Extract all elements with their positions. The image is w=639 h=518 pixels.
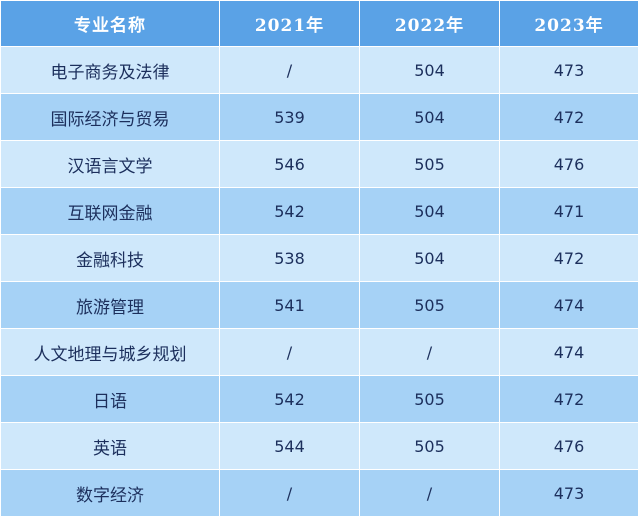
table-row: 互联网金融 542 504 471 bbox=[0, 187, 639, 235]
score-2022-cell: 505 bbox=[359, 281, 500, 329]
score-2022-cell: 504 bbox=[359, 46, 500, 94]
header-major-name: 专业名称 bbox=[0, 0, 220, 47]
score-2022-cell: 504 bbox=[359, 187, 500, 235]
table-header: 专业名称 2021年 2022年 2023年 bbox=[0, 0, 639, 47]
major-name-cell: 数字经济 bbox=[0, 469, 220, 517]
score-2023-cell: 472 bbox=[499, 375, 639, 423]
score-2023-cell: 476 bbox=[499, 140, 639, 188]
table-body: 电子商务及法律 / 504 473 国际经济与贸易 539 504 472 汉语… bbox=[0, 46, 639, 517]
header-year-2021: 2021年 bbox=[219, 0, 360, 47]
score-2021-cell: / bbox=[219, 46, 360, 94]
score-2021-cell: 541 bbox=[219, 281, 360, 329]
score-2021-cell: 544 bbox=[219, 422, 360, 470]
score-2022-cell: / bbox=[359, 328, 500, 376]
score-2021-cell: 542 bbox=[219, 187, 360, 235]
major-name-cell: 人文地理与城乡规划 bbox=[0, 328, 220, 376]
score-2021-cell: / bbox=[219, 328, 360, 376]
major-name-cell: 电子商务及法律 bbox=[0, 46, 220, 94]
score-2021-cell: 546 bbox=[219, 140, 360, 188]
score-2022-cell: 505 bbox=[359, 375, 500, 423]
score-2022-cell: 504 bbox=[359, 234, 500, 282]
header-year-2023: 2023年 bbox=[499, 0, 639, 47]
score-2022-cell: 505 bbox=[359, 140, 500, 188]
score-2023-cell: 471 bbox=[499, 187, 639, 235]
score-2023-cell: 472 bbox=[499, 234, 639, 282]
table-row: 数字经济 / / 473 bbox=[0, 469, 639, 517]
score-2023-cell: 476 bbox=[499, 422, 639, 470]
score-2021-cell: / bbox=[219, 469, 360, 517]
header-row: 专业名称 2021年 2022年 2023年 bbox=[0, 0, 639, 47]
score-2023-cell: 472 bbox=[499, 93, 639, 141]
major-name-cell: 互联网金融 bbox=[0, 187, 220, 235]
table-row: 旅游管理 541 505 474 bbox=[0, 281, 639, 329]
table-row: 电子商务及法律 / 504 473 bbox=[0, 46, 639, 94]
score-2021-cell: 542 bbox=[219, 375, 360, 423]
score-2022-cell: / bbox=[359, 469, 500, 517]
table-row: 汉语言文学 546 505 476 bbox=[0, 140, 639, 188]
major-name-cell: 旅游管理 bbox=[0, 281, 220, 329]
table-row: 英语 544 505 476 bbox=[0, 422, 639, 470]
score-2023-cell: 473 bbox=[499, 469, 639, 517]
header-year-2022: 2022年 bbox=[359, 0, 500, 47]
major-name-cell: 国际经济与贸易 bbox=[0, 93, 220, 141]
score-2023-cell: 474 bbox=[499, 281, 639, 329]
score-2022-cell: 505 bbox=[359, 422, 500, 470]
score-2023-cell: 473 bbox=[499, 46, 639, 94]
major-name-cell: 日语 bbox=[0, 375, 220, 423]
score-2021-cell: 539 bbox=[219, 93, 360, 141]
table-row: 国际经济与贸易 539 504 472 bbox=[0, 93, 639, 141]
table-row: 人文地理与城乡规划 / / 474 bbox=[0, 328, 639, 376]
major-name-cell: 汉语言文学 bbox=[0, 140, 220, 188]
score-2022-cell: 504 bbox=[359, 93, 500, 141]
table-row: 金融科技 538 504 472 bbox=[0, 234, 639, 282]
table-row: 日语 542 505 472 bbox=[0, 375, 639, 423]
major-name-cell: 金融科技 bbox=[0, 234, 220, 282]
score-2023-cell: 474 bbox=[499, 328, 639, 376]
score-2021-cell: 538 bbox=[219, 234, 360, 282]
major-name-cell: 英语 bbox=[0, 422, 220, 470]
